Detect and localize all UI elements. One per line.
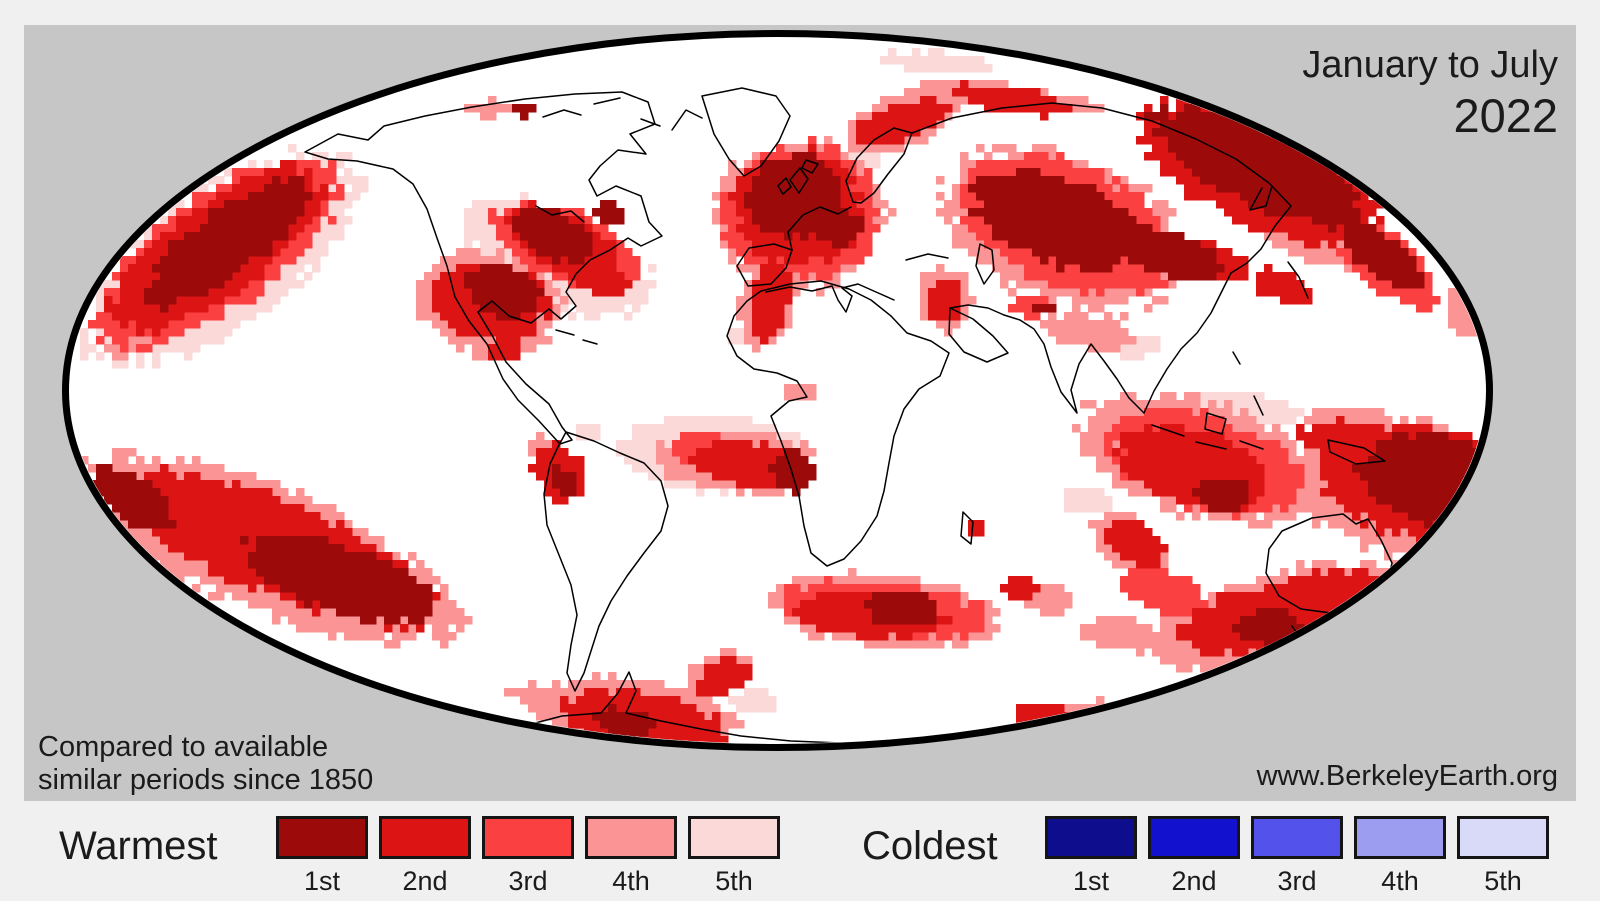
comparison-note: Compared to available similar periods sin… [38, 731, 373, 797]
coldest-rank-2nd: 2nd [1148, 816, 1240, 897]
coldest-legend-label: Coldest [862, 824, 998, 868]
warmest-rank-label: 1st [303, 866, 341, 896]
world-map [62, 30, 1493, 751]
map-title-period: January to July [1302, 44, 1558, 86]
warmest-swatch-2 [379, 816, 471, 859]
coldest-rank-label: 4th [1381, 866, 1419, 896]
warmest-swatch-1 [276, 816, 368, 859]
warmest-legend-row: 1st 2nd 3rd 4th 5th [276, 816, 780, 897]
coldest-rank-label: 1st [1072, 866, 1110, 896]
comparison-note-line2: similar periods since 1850 [38, 764, 374, 797]
warmest-legend-label: Warmest [59, 824, 218, 868]
coldest-swatch-2 [1148, 816, 1240, 859]
coldest-rank-5th: 5th [1457, 816, 1549, 897]
coldest-legend-row: 1st 2nd 3rd 4th 5th [1045, 816, 1549, 897]
coldest-rank-label: 3rd [1277, 866, 1317, 896]
warmest-swatch-5 [688, 816, 780, 859]
warmest-rank-5th: 5th [688, 816, 780, 897]
coldest-swatch-3 [1251, 816, 1343, 859]
warmest-rank-label: 5th [715, 866, 753, 896]
coldest-rank-1st: 1st [1045, 816, 1137, 897]
map-title-year: 2022 [1453, 89, 1558, 142]
coldest-swatch-4 [1354, 816, 1446, 859]
warmest-swatch-3 [482, 816, 574, 859]
warmest-rank-label: 3rd [508, 866, 548, 896]
coldest-rank-label: 2nd [1171, 866, 1217, 896]
website-url: www.BerkeleyEarth.org [1256, 760, 1558, 792]
warmest-rank-2nd: 2nd [379, 816, 471, 897]
warmest-rank-label: 4th [612, 866, 650, 896]
warmest-rank-1st: 1st [276, 816, 368, 897]
globe-outline [62, 30, 1493, 751]
warmest-rank-3rd: 3rd [482, 816, 574, 897]
warmest-rank-4th: 4th [585, 816, 677, 897]
warmest-swatch-4 [585, 816, 677, 859]
coldest-rank-label: 5th [1484, 866, 1522, 896]
warmest-rank-label: 2nd [402, 866, 448, 896]
coldest-swatch-1 [1045, 816, 1137, 859]
coldest-swatch-5 [1457, 816, 1549, 859]
coldest-rank-3rd: 3rd [1251, 816, 1343, 897]
map-panel [24, 25, 1576, 801]
comparison-note-line1: Compared to available [38, 731, 329, 763]
coldest-rank-4th: 4th [1354, 816, 1446, 897]
